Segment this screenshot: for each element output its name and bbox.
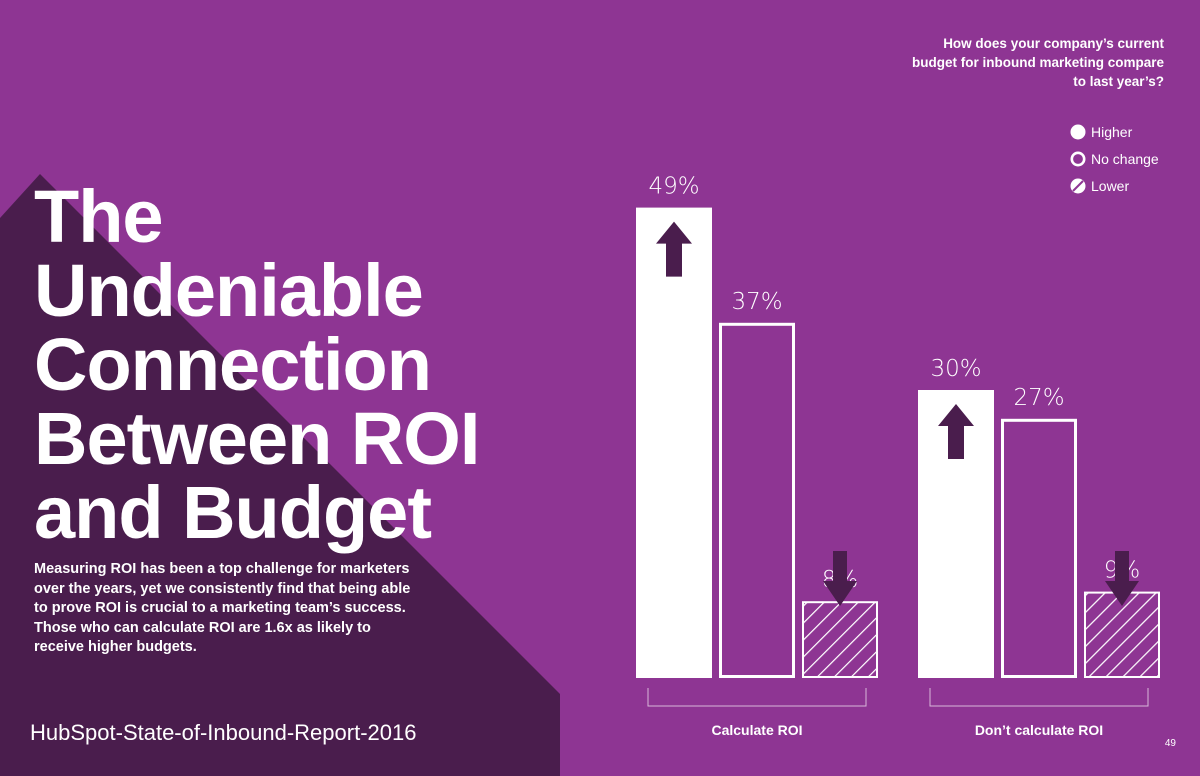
bar-no-change-0	[719, 322, 795, 678]
legend-label-no-change: No change	[1091, 150, 1159, 167]
group-bracket	[929, 688, 1149, 707]
title-line-2: Undeniable	[34, 249, 424, 332]
category-label: Don’t calculate ROI	[975, 722, 1103, 738]
up-arrow-icon	[656, 221, 692, 277]
legend-solid-circle-icon	[1070, 124, 1086, 139]
down-arrow-icon	[823, 551, 857, 606]
up-arrow-icon	[938, 404, 974, 459]
legend-label-higher: Higher	[1091, 123, 1133, 140]
body-paragraph: Measuring ROI has been a top challenge f…	[34, 561, 411, 655]
category-label: Calculate ROI	[711, 722, 802, 738]
bar-higher-0	[636, 207, 712, 678]
legend-item-higher: Higher	[1070, 118, 1159, 145]
legend-outline-circle-icon	[1070, 151, 1086, 166]
down-arrow-icon	[1105, 551, 1139, 606]
title-line-3: Connection	[34, 323, 432, 406]
data-label: 30%	[930, 356, 981, 382]
legend-item-no-change: No change	[1070, 145, 1159, 172]
data-label: 49%	[648, 174, 699, 200]
data-label: 27%	[1013, 385, 1064, 411]
bar-no-change-1	[1001, 418, 1077, 678]
legend-label-lower: Lower	[1091, 177, 1130, 194]
legend-item-lower: Lower	[1070, 172, 1159, 199]
group-bracket	[647, 688, 867, 707]
bar-lower-0	[802, 601, 878, 679]
data-label: 37%	[731, 289, 782, 315]
page-number: 49	[1164, 738, 1176, 749]
legend-hatched-circle-icon	[1070, 178, 1086, 193]
chart-legend: Higher No change Lower	[1070, 118, 1159, 199]
title-line-5: and Budget	[34, 471, 432, 554]
title-line-1: The	[34, 175, 164, 258]
source-caption: HubSpot-State-of-Inbound-Report-2016	[30, 720, 417, 745]
chart-question: How does your company’s current budget f…	[911, 36, 1164, 89]
title-line-4: Between ROI	[34, 397, 480, 480]
